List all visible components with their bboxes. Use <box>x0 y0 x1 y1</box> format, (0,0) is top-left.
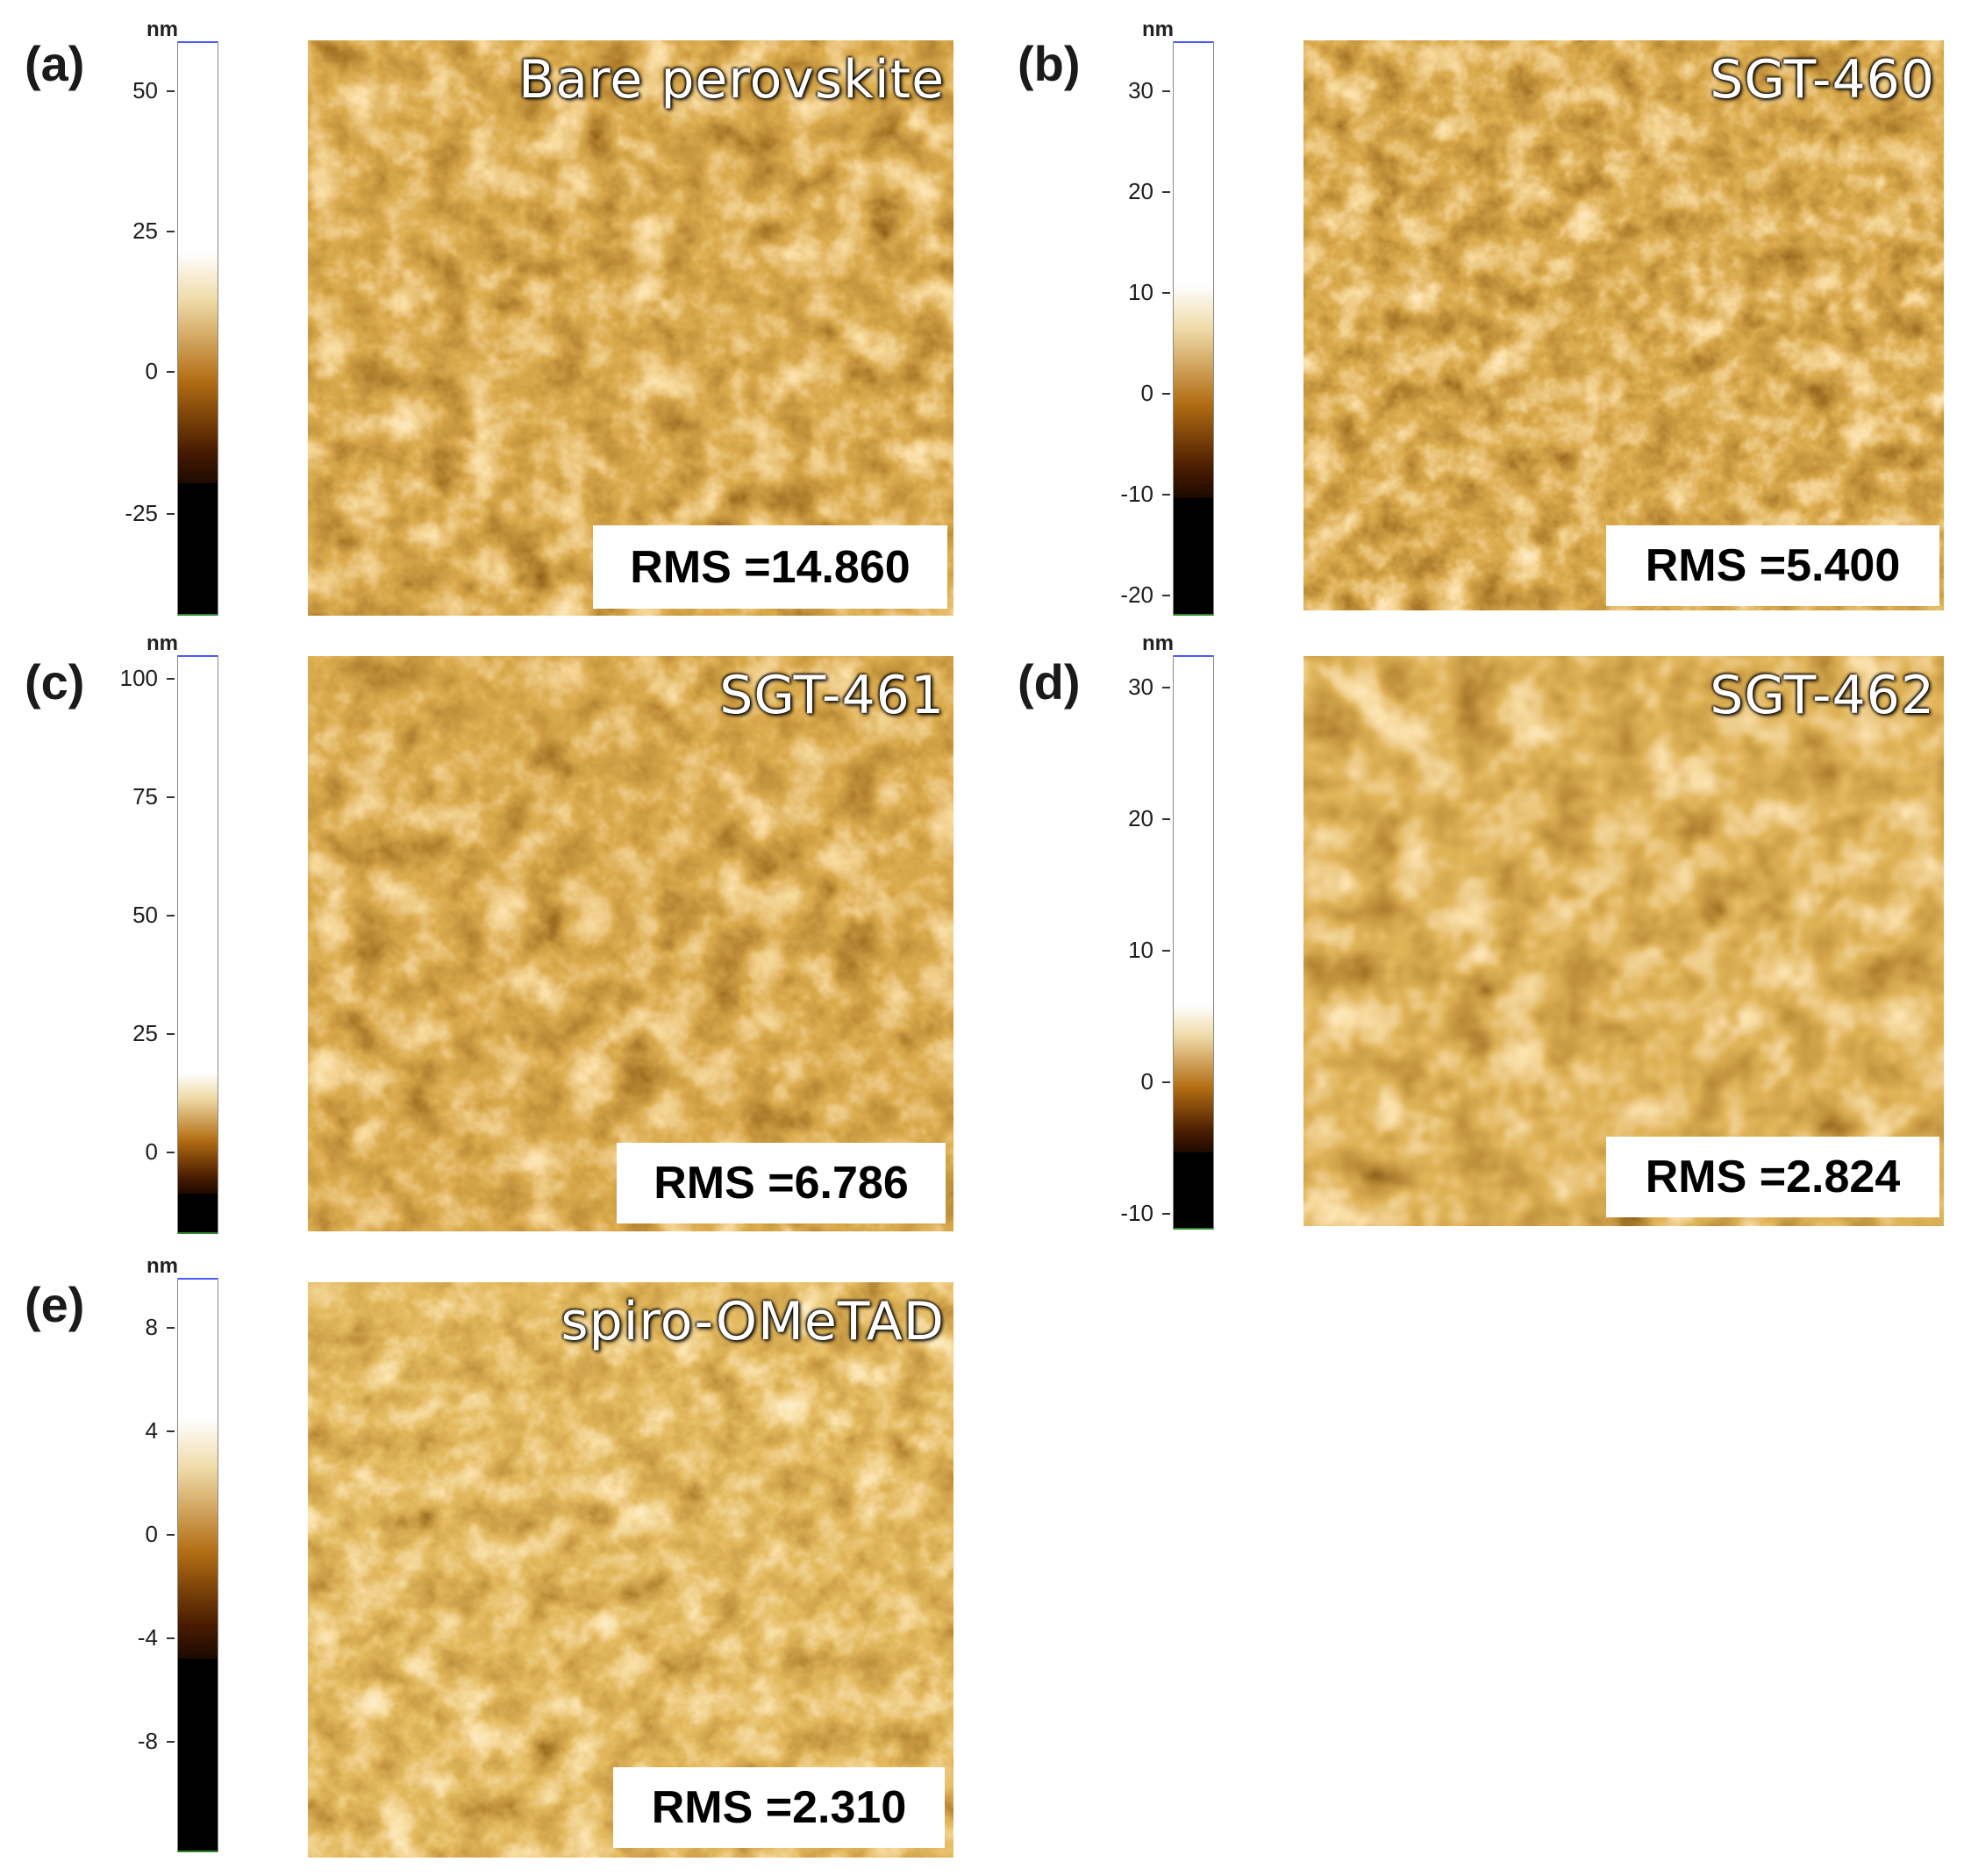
panel-a-label: (a) <box>25 36 85 91</box>
panel-a-colorbar <box>177 41 218 616</box>
panel-b-tick-label: 20 <box>1128 178 1153 204</box>
panel-d-label: (d) <box>1018 654 1081 710</box>
panel-e-tick-label: -4 <box>137 1624 158 1651</box>
panel-d-tick-label: 30 <box>1128 674 1153 700</box>
panel-b-label: (b) <box>1018 36 1081 91</box>
panel-e-rms-value: RMS =2.310 <box>613 1767 945 1848</box>
panel-b-colorbar <box>1173 41 1214 616</box>
panel-a-sample-name: Bare perovskite <box>518 49 945 111</box>
panel-b-rms-value: RMS =5.400 <box>1606 525 1939 606</box>
panel-c-tick-label: 75 <box>132 783 158 810</box>
panel-d-sample-name: SGT-462 <box>1710 665 1935 726</box>
panel-c-afm-image: SGT-461 RMS =6.786 <box>308 656 953 1231</box>
panel-e-label: (e) <box>25 1277 85 1332</box>
panel-d-tick-label: 20 <box>1128 805 1153 831</box>
panel-a-rms-value: RMS =14.860 <box>593 525 947 609</box>
panel-b-afm-image: SGT-460 RMS =5.400 <box>1303 40 1944 610</box>
panel-d-tick-label: 0 <box>1140 1068 1153 1095</box>
panel-d-afm-image: SGT-462 RMS =2.824 <box>1303 656 1944 1226</box>
panel-d-tick-label: -10 <box>1120 1200 1153 1226</box>
panel-b-sample-name: SGT-460 <box>1710 49 1935 111</box>
panel-c-rms-value: RMS =6.786 <box>617 1143 946 1223</box>
panel-c-tick-label: 0 <box>145 1138 158 1165</box>
panel-b-tick-label: 10 <box>1128 279 1153 305</box>
panel-d-colorbar <box>1173 655 1214 1230</box>
panel-a-tick-label: 50 <box>132 77 158 103</box>
panel-e-tick-label: 8 <box>145 1314 158 1340</box>
panel-e-tick-label: 4 <box>145 1417 158 1444</box>
panel-b-tick-label: 30 <box>1128 77 1153 103</box>
panel-c-tick-label: 100 <box>119 665 158 691</box>
panel-c-tick-label: 25 <box>132 1020 158 1046</box>
panel-c-sample-name: SGT-461 <box>719 665 945 726</box>
panel-e-unit-label: nm <box>146 1254 178 1278</box>
panel-b-tick-label: -10 <box>1120 481 1153 507</box>
panel-e-colorbar <box>177 1278 218 1852</box>
panel-c-label: (c) <box>25 654 85 710</box>
panel-b-tick-label: -20 <box>1120 581 1153 608</box>
panel-a-tick-label: 0 <box>145 358 158 384</box>
panel-e-tick-label: -8 <box>137 1728 158 1754</box>
panel-a-tick-label: 25 <box>132 218 158 244</box>
panel-c-unit-label: nm <box>146 631 178 655</box>
panel-e-tick-label: 0 <box>145 1521 158 1547</box>
panel-a-unit-label: nm <box>146 18 178 41</box>
panel-a-afm-image: Bare perovskite RMS =14.860 <box>308 40 953 616</box>
panel-b-tick-label: 0 <box>1140 380 1153 406</box>
panel-d-tick-label: 10 <box>1128 937 1153 963</box>
panel-a-tick-label: -25 <box>125 500 158 526</box>
panel-b-unit-label: nm <box>1142 18 1174 41</box>
panel-e-afm-image: spiro-OMeTAD RMS =2.310 <box>308 1282 953 1858</box>
panel-d-rms-value: RMS =2.824 <box>1606 1137 1939 1217</box>
panel-c-tick-label: 50 <box>132 902 158 928</box>
panel-e-sample-name: spiro-OMeTAD <box>561 1291 945 1352</box>
panel-c-colorbar <box>177 655 218 1234</box>
panel-d-unit-label: nm <box>1142 631 1174 655</box>
